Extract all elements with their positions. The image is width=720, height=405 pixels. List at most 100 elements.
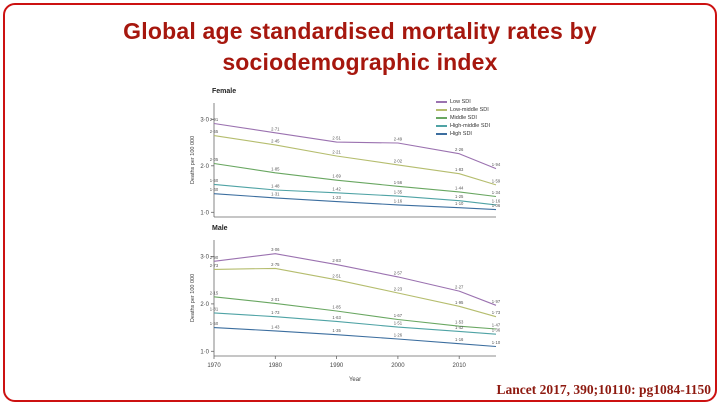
svg-text:Deaths per 100 000: Deaths per 100 000 xyxy=(190,136,196,184)
title-line-2: sociodemographic index xyxy=(222,49,498,76)
svg-text:1990: 1990 xyxy=(330,363,344,369)
svg-text:1·10: 1·10 xyxy=(492,340,501,345)
svg-text:1·16: 1·16 xyxy=(492,198,501,203)
svg-text:1·69: 1·69 xyxy=(332,174,341,179)
legend-item: Low-middle SDI xyxy=(435,106,490,114)
svg-text:1·23: 1·23 xyxy=(332,195,341,200)
svg-text:2·75: 2·75 xyxy=(271,262,280,267)
chart-female: Female 3·0 2·0 1·0 Deaths per 100 000 2·91 2·… xyxy=(186,88,506,223)
legend-label: Low SDI xyxy=(449,99,471,105)
svg-text:1·35: 1·35 xyxy=(394,190,403,195)
legend-label: Low-middle SDI xyxy=(449,107,489,113)
svg-text:1·53: 1·53 xyxy=(455,320,464,325)
svg-text:2·51: 2·51 xyxy=(332,273,341,278)
svg-text:3·0: 3·0 xyxy=(200,117,209,123)
svg-text:1·34: 1·34 xyxy=(492,190,501,195)
svg-text:1·44: 1·44 xyxy=(455,185,464,190)
legend-item: Middle SDI xyxy=(435,114,490,122)
legend-swatch xyxy=(435,109,447,111)
svg-text:2·05: 2·05 xyxy=(210,157,219,162)
svg-text:1·63: 1·63 xyxy=(332,315,341,320)
svg-text:2·73: 2·73 xyxy=(210,263,219,268)
svg-text:2·71: 2·71 xyxy=(271,126,280,131)
chart-male: Male 3·0 2·0 1·0 Deaths per 100 000 1970 1980… xyxy=(186,225,506,384)
svg-text:1·48: 1·48 xyxy=(271,184,280,189)
legend-label: High SDI xyxy=(449,131,472,137)
svg-text:1·42: 1·42 xyxy=(455,325,464,330)
svg-text:Year: Year xyxy=(349,377,361,383)
svg-text:1·97: 1·97 xyxy=(492,299,501,304)
svg-text:2·01: 2·01 xyxy=(271,297,280,302)
svg-text:1·59: 1·59 xyxy=(492,178,501,183)
svg-text:1·26: 1·26 xyxy=(394,333,403,338)
chart-male-plot: 3·0 2·0 1·0 Deaths per 100 000 1970 1980 1990 2… xyxy=(190,240,501,383)
mortality-figure: Female 3·0 2·0 1·0 Deaths per 100 000 2·91 2·… xyxy=(186,86,506,390)
svg-text:2·23: 2·23 xyxy=(394,287,403,292)
svg-text:1·40: 1·40 xyxy=(210,187,219,192)
svg-text:1·67: 1·67 xyxy=(394,313,403,318)
svg-text:1·35: 1·35 xyxy=(332,328,341,333)
svg-text:1·60: 1·60 xyxy=(210,178,219,183)
svg-text:1·51: 1·51 xyxy=(394,321,403,326)
legend-item: High SDI xyxy=(435,130,490,138)
svg-text:Deaths per 100 000: Deaths per 100 000 xyxy=(190,274,196,322)
svg-text:2·65: 2·65 xyxy=(210,129,219,134)
chart-male-title: Male xyxy=(212,225,228,232)
legend-label: Middle SDI xyxy=(449,115,477,121)
svg-text:1970: 1970 xyxy=(207,363,221,369)
svg-text:2·45: 2·45 xyxy=(271,138,280,143)
svg-text:2·0: 2·0 xyxy=(200,164,209,170)
svg-text:1·85: 1·85 xyxy=(271,166,280,171)
svg-text:1·85: 1·85 xyxy=(332,305,341,310)
legend-swatch xyxy=(435,117,447,119)
sdi-legend: Low SDI Low-middle SDI Middle SDI High-midd… xyxy=(435,98,490,138)
svg-text:1·95: 1·95 xyxy=(455,300,464,305)
svg-text:1·43: 1·43 xyxy=(271,324,280,329)
svg-text:2·02: 2·02 xyxy=(394,158,403,163)
svg-text:2·0: 2·0 xyxy=(200,302,209,308)
svg-text:2·26: 2·26 xyxy=(455,147,464,152)
legend-item: Low SDI xyxy=(435,98,490,106)
svg-text:2000: 2000 xyxy=(391,363,405,369)
svg-text:1·83: 1·83 xyxy=(455,167,464,172)
svg-text:3·06: 3·06 xyxy=(271,247,280,252)
chart-female-plot: 3·0 2·0 1·0 Deaths per 100 000 2·91 2·71 2·51 2… xyxy=(190,103,501,218)
svg-text:1·81: 1·81 xyxy=(210,306,219,311)
svg-text:1·47: 1·47 xyxy=(492,323,501,328)
title-line-1: Global age standardised mortality rates … xyxy=(123,18,597,44)
svg-text:1·0: 1·0 xyxy=(200,349,209,355)
citation: Lancet 2017, 390;10110: pg1084-1150 xyxy=(496,382,712,397)
legend-swatch xyxy=(435,133,447,135)
svg-text:1·50: 1·50 xyxy=(210,321,219,326)
svg-text:1·94: 1·94 xyxy=(492,162,501,167)
slide-title: Global age standardised mortality rates … xyxy=(0,16,720,78)
legend-label: High-middle SDI xyxy=(449,123,490,129)
svg-text:1·0: 1·0 xyxy=(200,210,209,216)
svg-text:2·90: 2·90 xyxy=(210,255,219,260)
svg-text:1·73: 1·73 xyxy=(271,310,280,315)
svg-text:1·36: 1·36 xyxy=(492,328,501,333)
svg-text:1·42: 1·42 xyxy=(332,186,341,191)
svg-text:2·91: 2·91 xyxy=(210,117,219,122)
svg-text:2·15: 2·15 xyxy=(210,290,219,295)
svg-text:2·21: 2·21 xyxy=(332,150,341,155)
svg-text:1·73: 1·73 xyxy=(492,310,501,315)
svg-text:1·10: 1·10 xyxy=(455,201,464,206)
svg-text:1·16: 1·16 xyxy=(394,198,403,203)
legend-swatch xyxy=(435,101,447,103)
svg-text:1·16: 1·16 xyxy=(455,337,464,342)
legend-item: High-middle SDI xyxy=(435,122,490,130)
svg-text:2010: 2010 xyxy=(453,363,467,369)
svg-text:1·31: 1·31 xyxy=(271,191,280,196)
svg-text:1980: 1980 xyxy=(269,363,283,369)
svg-text:2·51: 2·51 xyxy=(332,136,341,141)
svg-text:2·27: 2·27 xyxy=(455,285,464,290)
svg-text:1·25: 1·25 xyxy=(455,194,464,199)
svg-text:2·57: 2·57 xyxy=(394,270,403,275)
chart-female-title: Female xyxy=(212,88,237,95)
svg-text:1·56: 1·56 xyxy=(394,180,403,185)
legend-swatch xyxy=(435,125,447,127)
svg-text:2·83: 2·83 xyxy=(332,258,341,263)
svg-text:1·06: 1·06 xyxy=(492,203,501,208)
